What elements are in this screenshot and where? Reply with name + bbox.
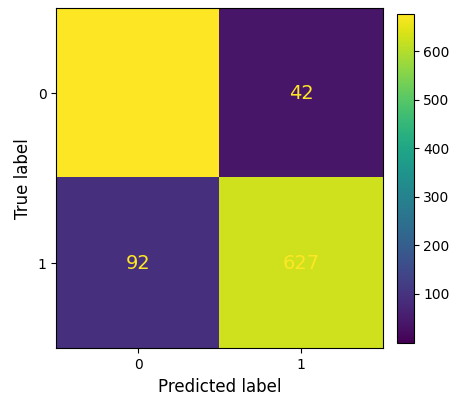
Text: 677: 677 <box>119 84 157 103</box>
Y-axis label: True label: True label <box>14 138 32 219</box>
X-axis label: Predicted label: Predicted label <box>158 378 282 396</box>
Text: 627: 627 <box>282 254 320 273</box>
Text: 92: 92 <box>125 254 150 273</box>
Text: 42: 42 <box>289 84 313 103</box>
